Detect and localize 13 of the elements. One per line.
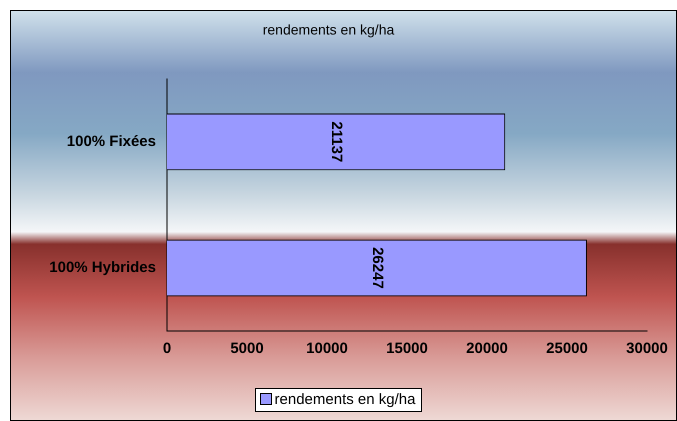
chart-title: rendements en kg/ha <box>262 21 394 38</box>
x-tick-label: 25000 <box>546 340 588 358</box>
data-label: 21137 <box>328 121 345 162</box>
x-tick-label: 0 <box>162 340 172 358</box>
y-tick-label: 100% Hybrides <box>49 259 156 276</box>
y-tick-label: 100% Fixées <box>66 132 156 150</box>
x-tick-label: 5000 <box>230 340 264 358</box>
x-tick-label: 10000 <box>306 340 348 358</box>
x-tick-label: 30000 <box>626 340 668 358</box>
text: rendements en kg/ha <box>274 391 416 408</box>
x-tick-label: 20000 <box>466 340 508 358</box>
x-tick-label: 15000 <box>386 340 428 358</box>
data-label: 26247 <box>368 247 386 289</box>
